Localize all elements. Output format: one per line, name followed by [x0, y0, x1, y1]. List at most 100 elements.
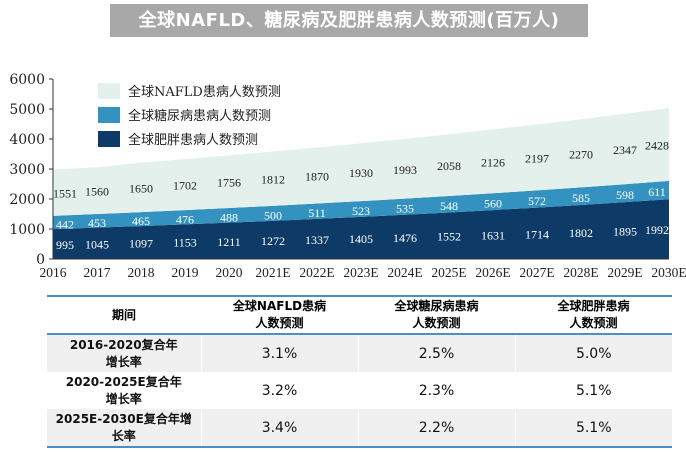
x-tick-label: 2027E [519, 265, 554, 280]
data-label: 548 [440, 199, 458, 213]
period-line1: 2020-2025E复合年 [65, 374, 182, 389]
header-nafld: 全球NAFLD患病 人数预测 [201, 296, 358, 334]
data-label: 1272 [261, 234, 285, 248]
legend-label: 全球肥胖患病人数预测 [128, 132, 258, 148]
data-label: 1756 [217, 176, 241, 190]
data-label: 476 [176, 212, 194, 226]
stacked-area-chart: 0 1000 2000 3000 4000 5000 6000 2016 2017 2018 201… [9, 72, 686, 280]
data-label: 1870 [305, 170, 329, 184]
header-obesity-line2: 人数预测 [569, 316, 618, 330]
data-label: 1702 [173, 179, 197, 193]
header-diabetes-line2: 人数预测 [412, 316, 461, 330]
data-label: 488 [220, 210, 238, 224]
area-series-0 [53, 199, 669, 259]
data-label: 453 [88, 216, 106, 230]
data-label: 1992 [645, 223, 669, 237]
data-label: 523 [352, 204, 370, 218]
legend-label: 全球NAFLD患病人数预测 [128, 84, 281, 100]
data-label: 2347 [613, 143, 637, 157]
y-tick-label: 5000 [9, 102, 45, 118]
period-line1: 2016-2020复合年 [69, 337, 178, 352]
header-nafld-line2: 人数预测 [255, 316, 304, 330]
data-label: 1211 [217, 235, 241, 249]
data-label: 2126 [481, 155, 505, 169]
x-tick-label: 2023E [343, 265, 378, 280]
x-tick-label: 2028E [563, 265, 598, 280]
data-label: 500 [264, 208, 282, 222]
data-label: 1993 [393, 163, 417, 177]
row-period: 2025E-2030E复合年增 长率 [47, 409, 201, 447]
data-label: 1552 [437, 230, 461, 244]
chart-title: 全球NAFLD、糖尿病及肥胖患病人数预测(百万人) [110, 4, 588, 37]
data-label: 611 [648, 185, 666, 199]
data-label: 1812 [261, 173, 285, 187]
data-label: 442 [56, 218, 74, 232]
data-label: 1714 [525, 227, 549, 241]
cell-obesity: 5.1% [514, 409, 672, 447]
data-label: 511 [308, 206, 326, 220]
period-line2: 长率 [111, 428, 136, 443]
cell-nafld: 3.4% [200, 409, 358, 447]
legend-swatch [98, 131, 120, 147]
data-label: 2428 [645, 138, 669, 152]
data-label: 1802 [569, 226, 593, 240]
data-label: 585 [572, 191, 590, 205]
data-label: 2058 [437, 159, 461, 173]
cagr-table: 期间 全球NAFLD患病 人数预测 全球糖尿病患病 人数预测 全球肥胖患病 人数预测 … [47, 295, 672, 448]
x-tick-label: 2019 [172, 265, 199, 280]
x-tick-label: 2020 [216, 265, 243, 280]
data-label: 560 [484, 197, 502, 211]
legend-swatch [98, 107, 120, 123]
cell-obesity: 5.0% [514, 334, 672, 372]
data-label: 1476 [393, 231, 417, 245]
data-label: 995 [56, 238, 74, 252]
y-tick-label: 4000 [9, 132, 45, 148]
row-period: 2016-2020复合年 增长率 [47, 334, 201, 372]
data-label: 1045 [85, 237, 109, 251]
x-tick-label: 2018 [128, 265, 155, 280]
data-label: 1650 [129, 181, 153, 195]
header-obesity: 全球肥胖患病 人数预测 [515, 296, 672, 334]
x-tick-label: 2030E [651, 265, 686, 280]
row-period: 2020-2025E复合年 增长率 [47, 372, 201, 409]
cell-nafld: 3.2% [200, 372, 358, 409]
legend-swatch [98, 83, 120, 99]
period-line2: 增长率 [105, 354, 142, 369]
period-line1: 2025E-2030E复合年增 [55, 411, 192, 426]
data-label: 535 [396, 202, 414, 216]
x-tick-label: 2017 [84, 265, 111, 280]
x-tick-label: 2022E [299, 265, 334, 280]
x-tick-label: 2024E [387, 265, 422, 280]
data-label: 572 [528, 194, 546, 208]
data-label: 465 [132, 214, 150, 228]
header-diabetes: 全球糖尿病患病 人数预测 [358, 296, 515, 334]
x-tick-label: 2016 [40, 265, 67, 280]
data-label: 1551 [53, 187, 77, 201]
cell-diabetes: 2.3% [357, 372, 515, 409]
data-label: 1930 [349, 166, 373, 180]
header-period-label: 期间 [111, 307, 136, 322]
data-label: 598 [616, 188, 634, 202]
x-tick-label: 2021E [255, 265, 290, 280]
legend-label: 全球糖尿病患病人数预测 [128, 108, 271, 124]
data-label: 2270 [569, 147, 593, 161]
x-tick-label: 2029E [607, 265, 642, 280]
period-line2: 增长率 [105, 391, 142, 406]
y-tick-label: 1000 [9, 222, 45, 238]
cell-obesity: 5.1% [514, 372, 672, 409]
header-obesity-line1: 全球肥胖患病 [557, 299, 630, 313]
area-series-2 [53, 108, 669, 216]
data-label: 1895 [613, 225, 637, 239]
cell-diabetes: 2.5% [357, 334, 515, 372]
data-label: 1405 [349, 232, 373, 246]
cell-nafld: 3.1% [200, 334, 358, 372]
data-label: 1560 [85, 185, 109, 199]
data-label: 1631 [481, 229, 505, 243]
table-row: 2020-2025E复合年 增长率 3.2% 2.3% 5.1% [47, 372, 672, 409]
y-tick-label: 3000 [9, 162, 45, 178]
y-tick-label: 0 [36, 252, 45, 268]
area-series-1 [53, 180, 669, 230]
y-tick-label: 6000 [9, 72, 45, 88]
header-nafld-line1: 全球NAFLD患病 [232, 299, 327, 313]
data-label: 1153 [173, 236, 197, 250]
